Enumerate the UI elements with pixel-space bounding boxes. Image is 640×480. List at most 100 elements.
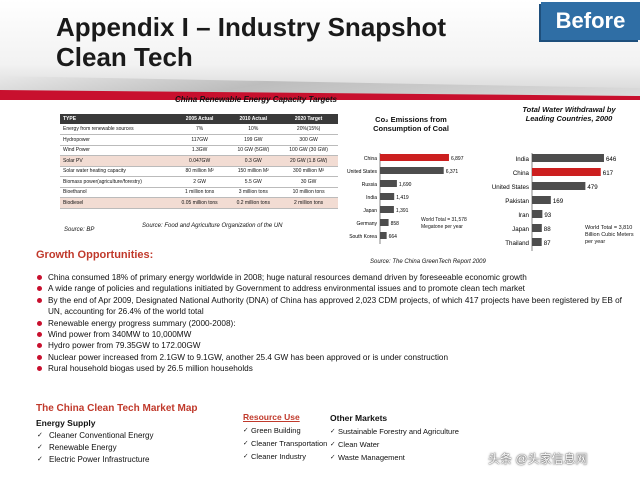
resource-use-heading: Resource Use	[243, 412, 300, 422]
chart-bar	[532, 182, 586, 190]
chart-value-label: 858	[391, 221, 400, 227]
list-item: Renewable Energy	[36, 442, 154, 454]
chart-value-label: 6,371	[446, 169, 459, 175]
chart-value-label: 479	[587, 184, 598, 191]
table-cell: Solar water heating capacity	[60, 166, 172, 177]
table-cell: 5.5 GW	[227, 176, 280, 188]
table-cell: 3 million tons	[227, 187, 280, 198]
table-cell: 0.2 million tons	[227, 197, 280, 209]
table-cell: 80 million M²	[171, 166, 228, 177]
table-cell: Bioethanol	[60, 187, 172, 198]
table-column-header: 2020 Target	[279, 114, 338, 124]
chart-bar	[532, 224, 542, 232]
co2-chart-title: Co₂ Emissions from Consumption of Coal	[373, 115, 449, 133]
co2-note-line-2: Megatone per year	[421, 224, 463, 230]
chart-bar	[380, 154, 449, 161]
table-cell: 117GW	[171, 134, 228, 146]
header-background	[0, 0, 640, 92]
chart-bar	[532, 168, 601, 176]
table-cell: 0.3 GW	[227, 155, 280, 167]
market-map-heading: The China Clean Tech Market Map	[36, 403, 198, 414]
list-item: Rural household biogas used by 26.5 mill…	[36, 363, 626, 374]
chart-category-label: Iran	[518, 212, 529, 219]
table-cell: 2 million tons	[279, 197, 338, 209]
table-row: Solar PV 0.047GW 0.3 GW 20 GW (1.8 GW)	[60, 155, 338, 167]
water-chart-title: Total Water Withdrawal by Leading Countr…	[522, 105, 616, 123]
chart-category-label: China	[364, 156, 377, 162]
table-row: Solar water heating capacity 80 million M…	[60, 166, 338, 177]
table-header-row: TYPE 2005 Actual 2010 Actual 2020 Target	[60, 114, 338, 124]
growth-bullet-list: China consumed 18% of primary energy wor…	[36, 272, 626, 375]
chart-category-label: India	[366, 195, 377, 201]
resource-use-list: Green BuildingCleaner TransportationClea…	[243, 424, 327, 463]
list-item: A wide range of policies and regulations…	[36, 283, 626, 294]
table-cell: 0.05 million tons	[171, 197, 228, 209]
water-world-total-note: World Total = 3,810 Billion Cubic Meters…	[585, 225, 640, 246]
table-source-bp: Source: BP	[64, 227, 95, 233]
chart-bar	[380, 232, 387, 239]
table-source-fao: Source: Food and Agriculture Organizatio…	[142, 223, 283, 229]
table-row: Biodiesel 0.05 million tons 0.2 million to…	[60, 197, 338, 209]
co2-emissions-chart: China 6,897 United States 6,371 Russia 1,690 I…	[347, 153, 464, 244]
chart-bar	[380, 180, 397, 187]
table-cell: 10%	[227, 124, 280, 135]
chart-category-label: China	[513, 170, 530, 177]
chart-bar	[532, 154, 604, 162]
list-item: Electric Power Infrastructure	[36, 454, 154, 466]
table-cell: 20%(15%)	[279, 124, 338, 135]
chart-category-label: Pakistan	[505, 198, 529, 205]
table-column-header: TYPE	[60, 114, 172, 124]
other-markets-heading: Other Markets	[330, 413, 388, 423]
table-row: Energy from renewable sources 7% 10% 20%(15…	[60, 124, 338, 135]
list-item: China consumed 18% of primary energy wor…	[36, 272, 626, 283]
watermark: 头条 @头家信息网	[488, 452, 588, 466]
chart-value-label: 1,690	[399, 182, 412, 188]
table-cell: Energy from renewable sources	[60, 124, 172, 135]
chart-value-label: 617	[603, 170, 614, 177]
list-item: By the end of Apr 2009, Designated Natio…	[36, 295, 626, 318]
chart-value-label: 93	[544, 212, 551, 219]
table-cell: 20 GW (1.8 GW)	[279, 155, 338, 167]
list-item: Renewable energy progress summary (2000-…	[36, 318, 626, 329]
table-column-header: 2005 Actual	[171, 114, 228, 124]
co2-note-line-1: World Total = 31,578	[421, 217, 467, 223]
chart-bar	[380, 167, 444, 174]
table-cell: 1 million tons	[171, 187, 228, 198]
chart-category-label: Russia	[362, 182, 378, 188]
list-item: Hydro power from 79.35GW to 172.00GW	[36, 340, 626, 351]
list-item: Clean Water	[330, 438, 459, 451]
table-cell: Biodiesel	[60, 197, 172, 209]
list-item: Wind power from 340MW to 10,000MW	[36, 329, 626, 340]
capacity-table-title: China Renewable Energy Capacity Targets	[175, 95, 337, 104]
list-item: Waste Management	[330, 451, 459, 464]
title-line-2: Clean Tech	[56, 42, 193, 72]
chart-bar	[380, 219, 389, 226]
list-item: Cleaner Industry	[243, 450, 327, 463]
chart-value-label: 6,897	[451, 156, 464, 162]
chart-category-label: South Korea	[349, 234, 377, 240]
chart-bar	[380, 206, 394, 213]
list-item: Cleaner Transportation	[243, 437, 327, 450]
energy-supply-list: Cleaner Conventional EnergyRenewable Ene…	[36, 430, 154, 466]
table-cell: 10 million tons	[279, 187, 338, 198]
chart-value-label: 87	[544, 240, 551, 247]
list-item: Cleaner Conventional Energy	[36, 430, 154, 442]
table-cell: 0.047GW	[171, 155, 228, 167]
table-cell: Hydropower	[60, 134, 172, 146]
energy-supply-heading: Energy Supply	[36, 418, 96, 428]
table-cell: Biomass power(agriculture/forestry)	[60, 176, 172, 188]
chart-category-label: Japan	[363, 208, 377, 214]
chart-value-label: 88	[544, 226, 551, 233]
chart-value-label: 169	[553, 198, 564, 205]
table-row: Bioethanol 1 million tons 3 million tons 10…	[60, 187, 338, 198]
chart-category-label: India	[516, 156, 530, 163]
table-cell: Wind Power	[60, 145, 172, 156]
growth-heading: Growth Opportunities:	[36, 249, 154, 261]
chart-bar	[532, 196, 551, 204]
table-cell: 199 GW	[227, 134, 280, 146]
chart-bar	[380, 193, 395, 200]
chart-category-label: Japan	[512, 226, 529, 233]
list-item: Nuclear power increased from 2.1GW to 9.…	[36, 352, 626, 363]
other-markets-list: Sustainable Forestry and AgricultureClea…	[330, 425, 459, 464]
